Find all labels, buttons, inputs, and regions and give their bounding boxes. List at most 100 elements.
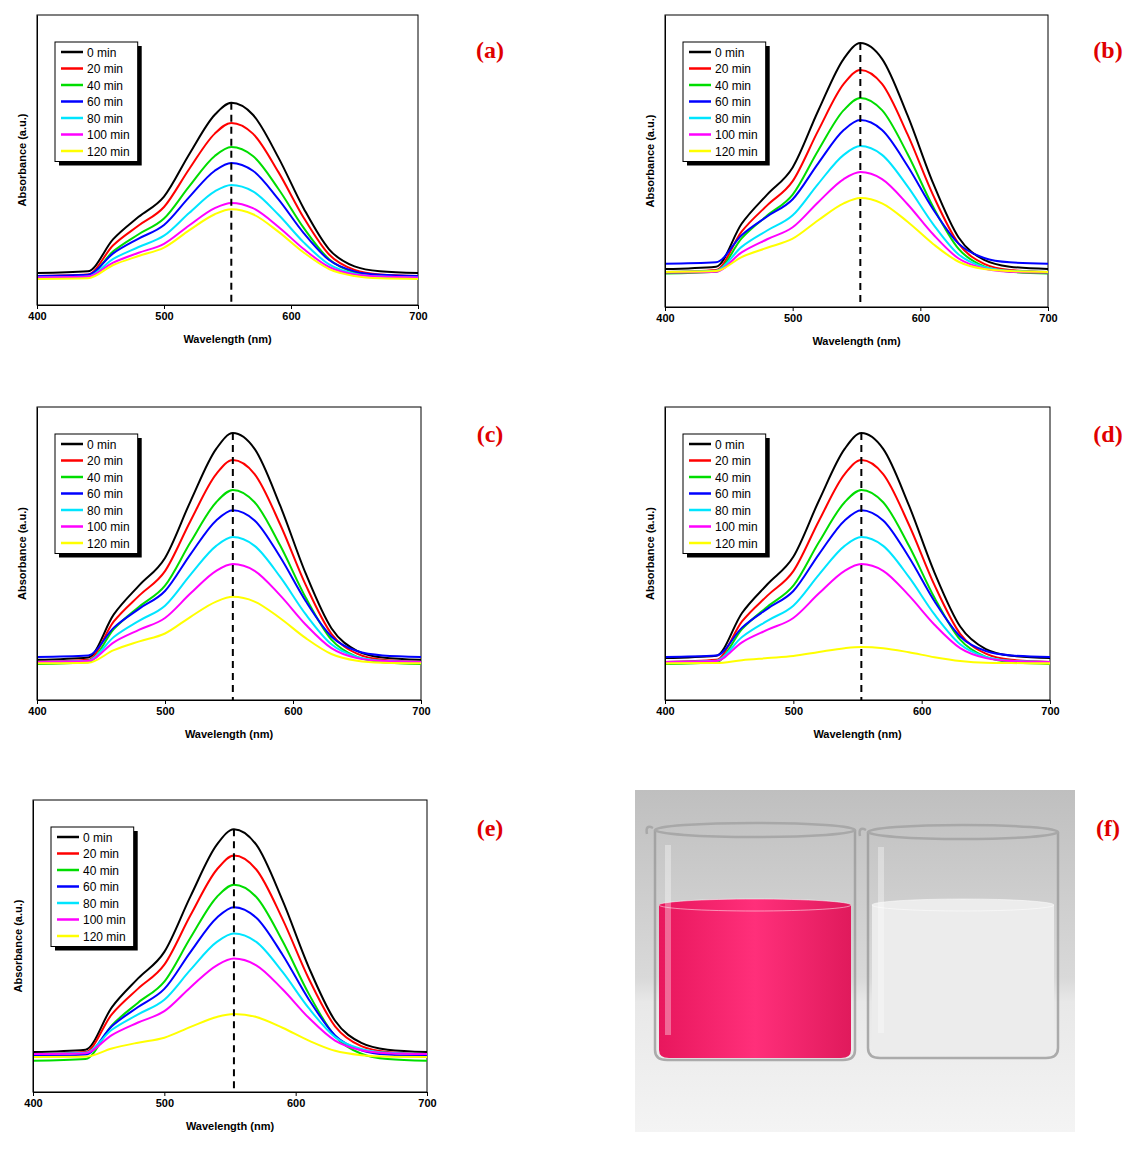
legend-label: 0 min	[87, 46, 116, 60]
plot-area	[37, 103, 418, 305]
spectrum-line	[37, 209, 418, 279]
x-tick: 400	[656, 700, 674, 717]
legend: 0 min20 min40 min60 min80 min100 min120 …	[683, 42, 770, 166]
x-tick-mark	[1050, 700, 1051, 704]
x-tick: 700	[1041, 700, 1059, 717]
x-tick: 600	[913, 700, 931, 717]
x-tick-label: 400	[656, 705, 674, 717]
plot-area	[665, 433, 1050, 700]
x-tick-label: 400	[24, 1097, 42, 1109]
x-tick-mark	[793, 307, 794, 311]
spectrum-line	[665, 647, 1050, 663]
legend-swatch	[689, 459, 711, 462]
x-tick-mark	[164, 305, 165, 309]
figure: 400500600700Wavelength (nm)Absorbance (a…	[0, 0, 1137, 1151]
x-tick-label: 500	[784, 312, 802, 324]
x-axis-title: Wavelength (nm)	[813, 728, 902, 740]
legend-label: 40 min	[87, 471, 123, 485]
peak-reference-line	[232, 433, 234, 700]
legend-box	[683, 434, 766, 554]
legend-label: 60 min	[87, 487, 123, 501]
y-axis-line	[33, 801, 34, 1093]
clear-beaker	[860, 825, 1058, 1058]
x-tick-mark	[296, 1092, 297, 1096]
x-tick-mark	[421, 700, 422, 704]
y-axis-title: Absorbance (a.u.)	[644, 507, 656, 600]
x-tick-mark	[33, 1092, 34, 1096]
y-axis	[37, 16, 38, 306]
legend-label: 60 min	[715, 487, 751, 501]
x-tick-mark	[37, 700, 38, 704]
spectrum-line	[37, 203, 418, 278]
y-axis-line	[37, 16, 38, 306]
x-tick-mark	[164, 1092, 165, 1096]
x-tick-label: 500	[155, 310, 173, 322]
peak-reference-line	[230, 103, 232, 305]
plot-frame	[33, 800, 427, 1092]
y-axis-title: Absorbance (a.u.)	[16, 113, 28, 206]
panel-label: (a)	[476, 37, 504, 63]
x-tick-mark	[665, 307, 666, 311]
x-axis-line	[666, 307, 1049, 308]
legend-label: 0 min	[715, 438, 744, 452]
peak-reference-line	[859, 43, 861, 307]
spectrum-line	[37, 597, 421, 664]
x-tick-label: 700	[412, 705, 430, 717]
legend-label: 100 min	[87, 128, 130, 142]
spectrum-line	[665, 172, 1048, 272]
legend-label: 80 min	[87, 504, 123, 518]
legend-label: 120 min	[83, 930, 126, 944]
x-tick-mark	[427, 1092, 428, 1096]
x-tick-label: 400	[28, 705, 46, 717]
x-axis: 400500600700	[24, 1092, 436, 1109]
x-tick-label: 700	[418, 1097, 436, 1109]
legend-label: 20 min	[87, 62, 123, 76]
legend: 0 min20 min40 min60 min80 min100 min120 …	[55, 42, 142, 166]
legend-label: 120 min	[715, 145, 758, 159]
legend-swatch	[61, 459, 83, 462]
legend-box	[55, 434, 138, 554]
y-axis-title: Absorbance (a.u.)	[644, 114, 656, 207]
spectrum-line	[37, 103, 418, 273]
legend-label: 80 min	[87, 112, 123, 126]
x-tick: 700	[409, 305, 427, 322]
x-tick-label: 600	[912, 312, 930, 324]
peak-reference-line	[860, 433, 862, 700]
photo: (f)	[635, 790, 1120, 1132]
legend-swatch	[689, 100, 711, 103]
legend-label: 20 min	[87, 454, 123, 468]
legend-swatch	[61, 542, 83, 545]
spectrum-line	[33, 959, 427, 1054]
y-axis-line	[665, 16, 666, 308]
x-axis: 400500600700	[28, 700, 430, 717]
x-tick-label: 600	[913, 705, 931, 717]
x-tick-mark	[793, 700, 794, 704]
legend-label: 40 min	[83, 864, 119, 878]
x-axis-line	[38, 305, 419, 306]
spectrum-line	[33, 829, 427, 1052]
legend-label: 100 min	[715, 128, 758, 142]
legend-swatch	[57, 902, 79, 905]
panel: 400500600700Wavelength (nm)Absorbance (a…	[16, 407, 503, 740]
x-tick-mark	[165, 700, 166, 704]
x-tick-mark	[291, 305, 292, 309]
legend-swatch	[689, 476, 711, 479]
x-tick-mark	[920, 307, 921, 311]
spectrum-line	[37, 510, 421, 657]
legend-label: 80 min	[715, 504, 751, 518]
spectrum-line	[33, 933, 427, 1054]
legend-swatch	[57, 836, 79, 839]
spectrum-line	[665, 120, 1048, 264]
legend-swatch	[61, 67, 83, 70]
legend-label: 60 min	[715, 95, 751, 109]
spout	[647, 827, 653, 834]
x-tick: 400	[28, 305, 46, 322]
liquid-surface	[872, 899, 1054, 911]
legend-swatch	[689, 542, 711, 545]
spectrum-line	[665, 433, 1050, 658]
y-axis-title: Absorbance (a.u.)	[16, 507, 28, 600]
legend-swatch	[689, 67, 711, 70]
plot-frame	[665, 407, 1050, 700]
x-tick: 500	[156, 1092, 174, 1109]
legend-swatch	[57, 869, 79, 872]
